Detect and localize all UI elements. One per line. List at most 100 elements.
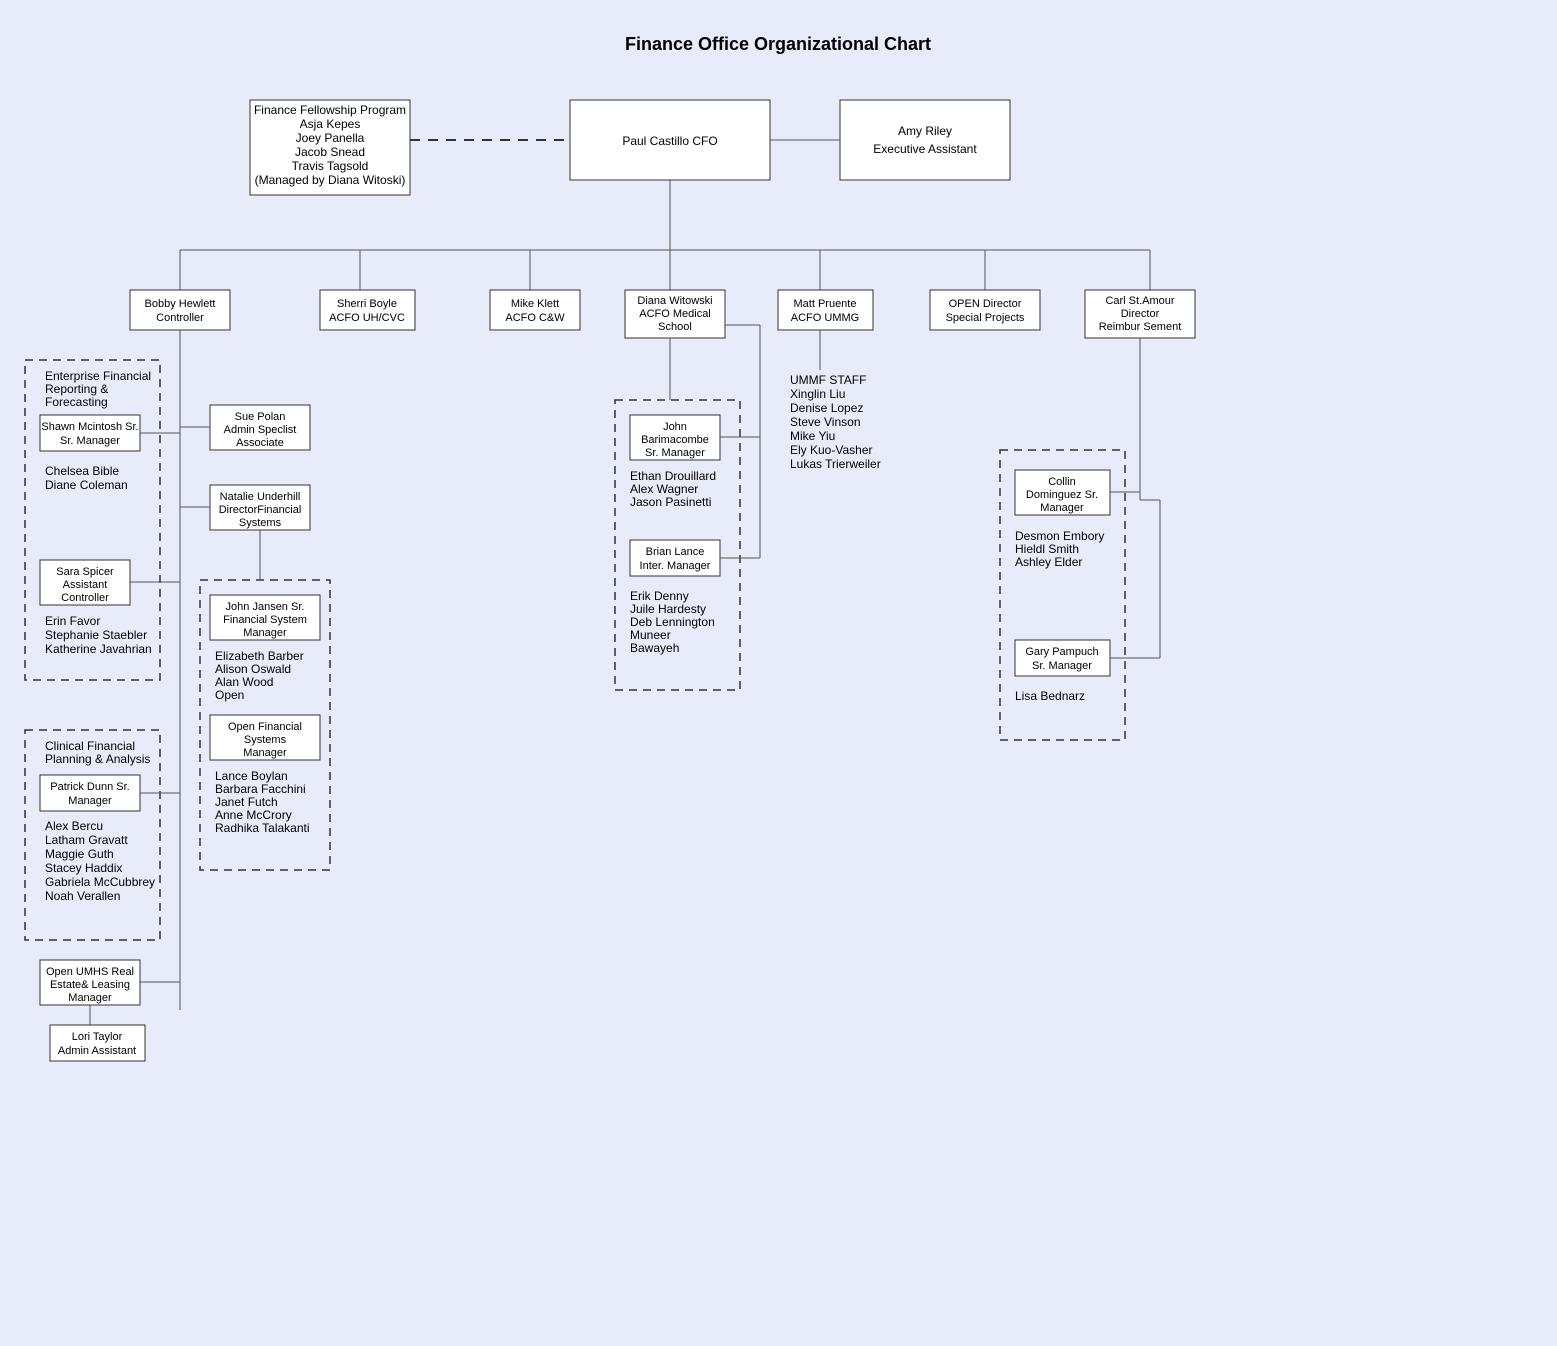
dom-l3: Manager <box>1040 502 1084 514</box>
svg-text:Muneer: Muneer <box>630 628 671 642</box>
barim-l1: John <box>663 421 687 433</box>
barim-staff: Ethan Drouillard Alex Wagner Jason Pasin… <box>630 469 716 509</box>
svg-text:Ashley Elder: Ashley Elder <box>1015 555 1082 569</box>
spicer-staff: Erin Favor Stephanie Staebler Katherine … <box>45 614 152 656</box>
polan-l3: Associate <box>236 437 284 449</box>
svg-text:Barbara Facchini: Barbara Facchini <box>215 782 306 796</box>
jansen-l1: John Jansen Sr. <box>226 601 305 613</box>
svg-text:Deb Lennington: Deb Lennington <box>630 615 715 629</box>
klett-role: ACFO C&W <box>505 312 565 324</box>
witowski-name: Diana Witowski <box>637 295 712 307</box>
hewlett-g1-staff: Chelsea Bible Diane Coleman <box>45 464 128 492</box>
svg-text:Gabriela McCubbrey: Gabriela McCubbrey <box>45 875 155 889</box>
svg-text:Alex Bercu: Alex Bercu <box>45 819 103 833</box>
barim-l3: Sr. Manager <box>645 447 705 459</box>
jansen-l2: Financial System <box>223 614 307 626</box>
lance-l1: Brian Lance <box>646 546 705 558</box>
svg-text:Alex Wagner: Alex Wagner <box>630 482 698 496</box>
svg-text:Hieldl Smith: Hieldl Smith <box>1015 542 1079 556</box>
pamp-staff: Lisa Bednarz <box>1015 689 1085 703</box>
svg-text:(Managed by Diana Witoski): (Managed by Diana Witoski) <box>255 173 406 187</box>
svg-text:Xinglin Liu: Xinglin Liu <box>790 387 845 401</box>
svg-text:Clinical Financial: Clinical Financial <box>45 739 135 753</box>
witowski-role1: ACFO Medical <box>639 308 711 320</box>
pruente-role: ACFO UMMG <box>791 312 859 324</box>
stamour-name: Carl St.Amour <box>1105 295 1174 307</box>
polan-l1: Sue Polan <box>235 411 286 423</box>
open-fsm-l1: Open Financial <box>228 721 302 733</box>
witowski-role2: School <box>658 321 692 333</box>
exec-assistant-box <box>840 100 1010 180</box>
boyle-role: ACFO UH/CVC <box>329 312 405 324</box>
dom-l2: Dominguez Sr. <box>1026 489 1098 501</box>
stamour-r1: Director <box>1121 308 1160 320</box>
svg-text:Forecasting: Forecasting <box>45 395 108 409</box>
svg-text:Anne McCrory: Anne McCrory <box>215 808 292 822</box>
underhill-l3: Systems <box>239 517 282 529</box>
polan-l2: Admin Speclist <box>224 424 297 436</box>
svg-text:Enterprise Financial: Enterprise Financial <box>45 369 151 383</box>
dunn-l2: Manager <box>68 795 112 807</box>
open-fsm-l2: Systems <box>244 734 287 746</box>
page-title: Finance Office Organizational Chart <box>625 34 931 54</box>
jansen-l3: Manager <box>243 627 287 639</box>
mcintosh-l1: Shawn Mcintosh Sr. <box>41 421 138 433</box>
svg-text:Noah Verallen: Noah Verallen <box>45 889 120 903</box>
svg-text:Travis Tagsold: Travis Tagsold <box>292 159 369 173</box>
svg-text:Asja Kepes: Asja Kepes <box>300 117 361 131</box>
open-fsm-staff: Lance Boylan Barbara Facchini Janet Futc… <box>215 769 310 835</box>
svg-text:Janet Futch: Janet Futch <box>215 795 278 809</box>
svg-text:Bawayeh: Bawayeh <box>630 641 679 655</box>
pruente-box <box>778 290 873 330</box>
open-fsm-l3: Manager <box>243 747 287 759</box>
umhs-l1: Open UMHS Real <box>46 966 134 978</box>
svg-text:Elizabeth Barber: Elizabeth Barber <box>215 649 304 663</box>
svg-text:Juile Hardesty: Juile Hardesty <box>630 602 706 616</box>
lance-staff: Erik Denny Juile Hardesty Deb Lennington… <box>630 589 715 655</box>
cfo-label: Paul Castillo CFO <box>622 134 717 148</box>
dunn-l1: Patrick Dunn Sr. <box>50 781 129 793</box>
klett-box <box>490 290 580 330</box>
ummf-staff: UMMF STAFF Xinglin Liu Denise Lopez Stev… <box>790 330 881 471</box>
dom-staff: Desmon Embory Hieldl Smith Ashley Elder <box>1015 529 1104 569</box>
svg-text:Maggie Guth: Maggie Guth <box>45 847 114 861</box>
svg-text:Latham Gravatt: Latham Gravatt <box>45 833 128 847</box>
spicer-l3: Controller <box>61 592 109 604</box>
svg-text:Finance Fellowship Program: Finance Fellowship Program <box>254 103 406 117</box>
svg-text:Jacob Snead: Jacob Snead <box>295 145 365 159</box>
svg-text:Planning & Analysis: Planning & Analysis <box>45 752 150 766</box>
open-dir-l1: OPEN Director <box>949 298 1022 310</box>
open-dir-box <box>930 290 1040 330</box>
svg-text:Mike Yiu: Mike Yiu <box>790 429 835 443</box>
stamour-r2: Reimbur Sement <box>1099 321 1182 333</box>
lance-l2: Inter. Manager <box>640 560 711 572</box>
boyle-name: Sherri Boyle <box>337 298 397 310</box>
svg-text:Diane Coleman: Diane Coleman <box>45 478 128 492</box>
open-dir-l2: Special Projects <box>946 312 1025 324</box>
umhs-l2: Estate& Leasing <box>50 979 130 991</box>
hewlett-g1-header: Enterprise Financial Reporting & Forecas… <box>45 369 151 409</box>
klett-name: Mike Klett <box>511 298 559 310</box>
jansen-staff: Elizabeth Barber Alison Oswald Alan Wood… <box>215 649 304 702</box>
svg-text:Jason Pasinetti: Jason Pasinetti <box>630 495 711 509</box>
svg-text:Denise Lopez: Denise Lopez <box>790 401 863 415</box>
svg-text:UMMF STAFF: UMMF STAFF <box>790 373 866 387</box>
hewlett-g2-header: Clinical Financial Planning & Analysis <box>45 739 150 766</box>
svg-text:Erik Denny: Erik Denny <box>630 589 689 603</box>
lori-l2: Admin Assistant <box>58 1045 136 1057</box>
svg-text:Chelsea Bible: Chelsea Bible <box>45 464 119 478</box>
svg-text:Alison Oswald: Alison Oswald <box>215 662 291 676</box>
svg-text:Erin Favor: Erin Favor <box>45 614 100 628</box>
svg-text:Radhika Talakanti: Radhika Talakanti <box>215 821 310 835</box>
hewlett-role: Controller <box>156 312 204 324</box>
svg-text:Reporting &: Reporting & <box>45 382 108 396</box>
dom-l1: Collin <box>1048 476 1076 488</box>
mcintosh-l2: Sr. Manager <box>60 435 120 447</box>
svg-text:Stacey Haddix: Stacey Haddix <box>45 861 122 875</box>
umhs-l3: Manager <box>68 992 112 1004</box>
svg-text:Joey Panella: Joey Panella <box>296 131 365 145</box>
underhill-l1: Natalie Underhill <box>220 491 301 503</box>
pamp-l2: Sr. Manager <box>1032 660 1092 672</box>
svg-text:Lukas Trierweiler: Lukas Trierweiler <box>790 457 881 471</box>
svg-text:Lance Boylan: Lance Boylan <box>215 769 288 783</box>
